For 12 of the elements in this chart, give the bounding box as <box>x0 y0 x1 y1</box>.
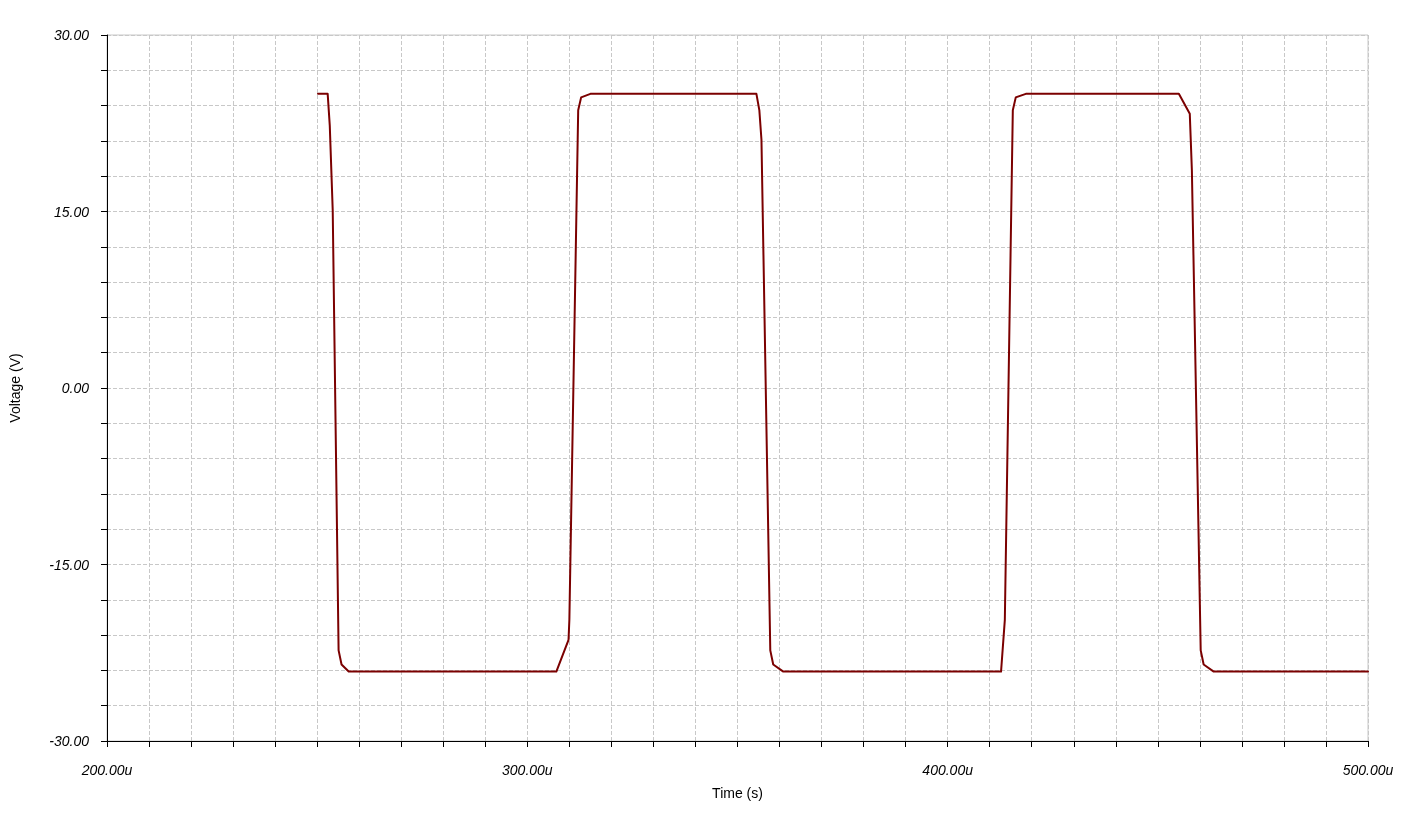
y-tick-label: 0.00 <box>61 380 90 396</box>
line-series <box>317 92 1369 673</box>
x-tick-label: 500.00u <box>1342 762 1394 778</box>
y-tick-label: 15.00 <box>53 203 90 220</box>
x-tick-label: 400.00u <box>922 762 974 778</box>
y-axis-title: Voltage (V) <box>7 353 23 423</box>
y-tick-label: -30.00 <box>49 733 90 749</box>
y-tick-label: -15.00 <box>49 556 90 573</box>
x-axis-title: Time (s) <box>712 785 763 801</box>
y-tick-label: 30.00 <box>53 27 90 43</box>
x-tick-label: 200.00u <box>80 762 133 778</box>
x-tick-label: 300.00u <box>502 762 553 778</box>
